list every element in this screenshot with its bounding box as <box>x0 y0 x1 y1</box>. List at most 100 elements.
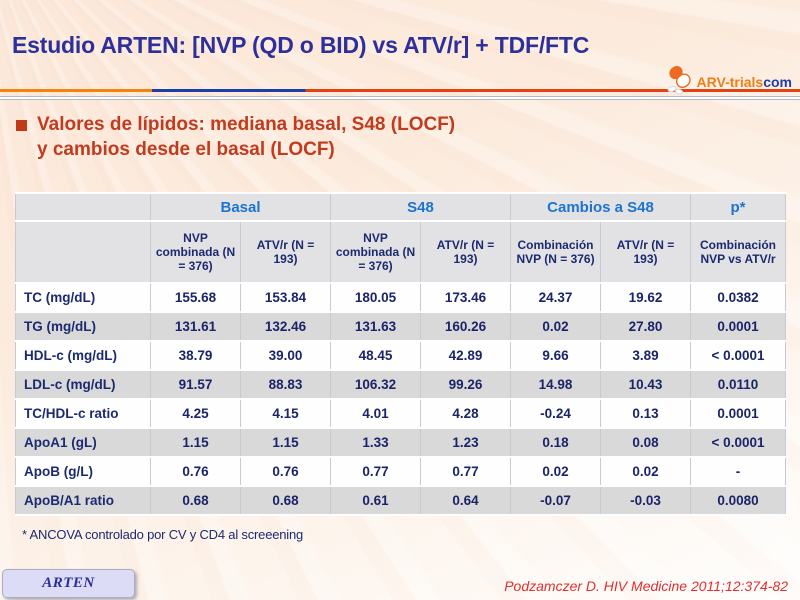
subheader-cambios-atvr: ATV/r (N = 193) <box>600 220 692 284</box>
row-label: HDL-c (mg/dL) <box>15 340 151 371</box>
subheader-cambios-nvp: Combinación NVP (N = 376) <box>510 220 602 284</box>
subheader-basal-atvr: ATV/r (N = 193) <box>240 220 331 284</box>
cell: 0.76 <box>150 456 241 487</box>
cell: 0.76 <box>240 456 331 487</box>
cell: 42.89 <box>419 340 512 371</box>
cell: -0.07 <box>510 485 602 516</box>
logo-brand-text: ARV-trials <box>696 73 764 90</box>
subheader-s48-atvr: ATV/r (N = 193) <box>419 220 512 284</box>
cell: 0.08 <box>600 427 692 458</box>
corner-cell <box>15 192 151 222</box>
cell: 0.0382 <box>690 282 787 313</box>
cell: 0.77 <box>419 456 512 487</box>
cell: 131.61 <box>150 311 241 342</box>
cell: 0.02 <box>510 311 602 342</box>
cell: 0.0001 <box>690 311 787 342</box>
table-subheader-row: NVP combinada (N = 376) ATV/r (N = 193) … <box>15 220 787 284</box>
cell: 39.00 <box>240 340 331 371</box>
group-header-basal: Basal <box>150 192 331 222</box>
cell: -0.03 <box>600 485 692 516</box>
cell: 4.15 <box>240 398 331 429</box>
cell: 99.26 <box>419 369 512 400</box>
cell: 173.46 <box>419 282 512 313</box>
cell: 0.64 <box>419 485 512 516</box>
table-row-tc-hdl-ratio: TC/HDL-c ratio 4.25 4.15 4.01 4.28 -0.24… <box>15 398 787 429</box>
citation-reference: Podzamczer D. HIV Medicine 2011;12:374-8… <box>504 578 788 594</box>
bullet-square-icon <box>16 120 27 131</box>
cell: 106.32 <box>330 369 421 400</box>
row-label: TG (mg/dL) <box>15 311 151 342</box>
cell: 9.66 <box>510 340 602 371</box>
cell: 0.02 <box>510 456 602 487</box>
row-label: ApoB (g/L) <box>15 456 151 487</box>
cell: 1.23 <box>419 427 512 458</box>
table-row-apob-a1-ratio: ApoB/A1 ratio 0.68 0.68 0.61 0.64 -0.07 … <box>15 485 787 516</box>
cell: 27.80 <box>600 311 692 342</box>
cell: 0.0080 <box>690 485 787 516</box>
ancova-footnote: * ANCOVA controlado por CV y CD4 al scre… <box>22 527 304 542</box>
cell: 0.0110 <box>690 369 787 400</box>
cell: 4.01 <box>330 398 421 429</box>
subheader-p-comparison: Combinación NVP vs ATV/r <box>690 220 787 284</box>
corner-cell <box>15 220 151 284</box>
divider-gray <box>0 96 800 100</box>
cell: 91.57 <box>150 369 241 400</box>
cell: 1.33 <box>330 427 421 458</box>
cell: 3.89 <box>600 340 692 371</box>
cell: 131.63 <box>330 311 421 342</box>
table-row-ldl: LDL-c (mg/dL) 91.57 88.83 106.32 99.26 1… <box>15 369 787 400</box>
row-label: ApoB/A1 ratio <box>15 485 151 516</box>
row-label: LDL-c (mg/dL) <box>15 369 151 400</box>
cell: 19.62 <box>600 282 692 313</box>
cell: 132.46 <box>240 311 331 342</box>
cell: 0.68 <box>240 485 331 516</box>
cell: 160.26 <box>419 311 512 342</box>
lipids-table: Basal S48 Cambios a S48 p* NVP combinada… <box>15 192 787 516</box>
cell: 14.98 <box>510 369 602 400</box>
group-header-cambios-s48: Cambios a S48 <box>510 192 692 222</box>
cell: 24.37 <box>510 282 602 313</box>
cell: - <box>690 456 787 487</box>
table-row-tc: TC (mg/dL) 155.68 153.84 180.05 173.46 2… <box>15 282 787 313</box>
cell: 0.18 <box>510 427 602 458</box>
subheader-s48-nvp: NVP combinada (N = 376) <box>330 220 421 284</box>
cell: 153.84 <box>240 282 331 313</box>
cell: 0.77 <box>330 456 421 487</box>
row-label: ApoA1 (gL) <box>15 427 151 458</box>
cell: 180.05 <box>330 282 421 313</box>
row-label: TC (mg/dL) <box>15 282 151 313</box>
group-header-p-value: p* <box>690 192 787 222</box>
cell: 0.02 <box>600 456 692 487</box>
table-row-apoa1: ApoA1 (gL) 1.15 1.15 1.33 1.23 0.18 0.08… <box>15 427 787 458</box>
divider-colored <box>0 89 800 92</box>
arv-trials-logo: ARV-trialscom <box>664 64 792 99</box>
cell: 10.43 <box>600 369 692 400</box>
cell: 4.28 <box>419 398 512 429</box>
table-row-hdl: HDL-c (mg/dL) 38.79 39.00 48.45 42.89 9.… <box>15 340 787 371</box>
logo-suffix-text: com <box>763 73 792 90</box>
pill-icon <box>664 64 696 99</box>
bullet-block: Valores de lípidos: mediana basal, S48 (… <box>16 113 455 162</box>
arten-study-badge: ARTEN <box>2 569 135 598</box>
cell: 1.15 <box>150 427 241 458</box>
cell: -0.24 <box>510 398 602 429</box>
cell: 0.68 <box>150 485 241 516</box>
cell: < 0.0001 <box>690 340 787 371</box>
bullet-line-2: y cambios desde el basal (LOCF) <box>37 138 335 160</box>
cell: < 0.0001 <box>690 427 787 458</box>
cell: 0.61 <box>330 485 421 516</box>
table-row-apob: ApoB (g/L) 0.76 0.76 0.77 0.77 0.02 0.02… <box>15 456 787 487</box>
cell: 155.68 <box>150 282 241 313</box>
subheader-basal-nvp: NVP combinada (N = 376) <box>150 220 241 284</box>
cell: 48.45 <box>330 340 421 371</box>
row-label: TC/HDL-c ratio <box>15 398 151 429</box>
group-header-s48: S48 <box>329 192 512 222</box>
cell: 0.0001 <box>690 398 787 429</box>
cell: 1.15 <box>240 427 331 458</box>
table-group-header-row: Basal S48 Cambios a S48 p* <box>15 192 787 222</box>
cell: 0.13 <box>600 398 692 429</box>
bullet-text: Valores de lípidos: mediana basal, S48 (… <box>37 113 455 162</box>
lipids-table-wrap: Basal S48 Cambios a S48 p* NVP combinada… <box>15 192 787 516</box>
table-row-tg: TG (mg/dL) 131.61 132.46 131.63 160.26 0… <box>15 311 787 342</box>
